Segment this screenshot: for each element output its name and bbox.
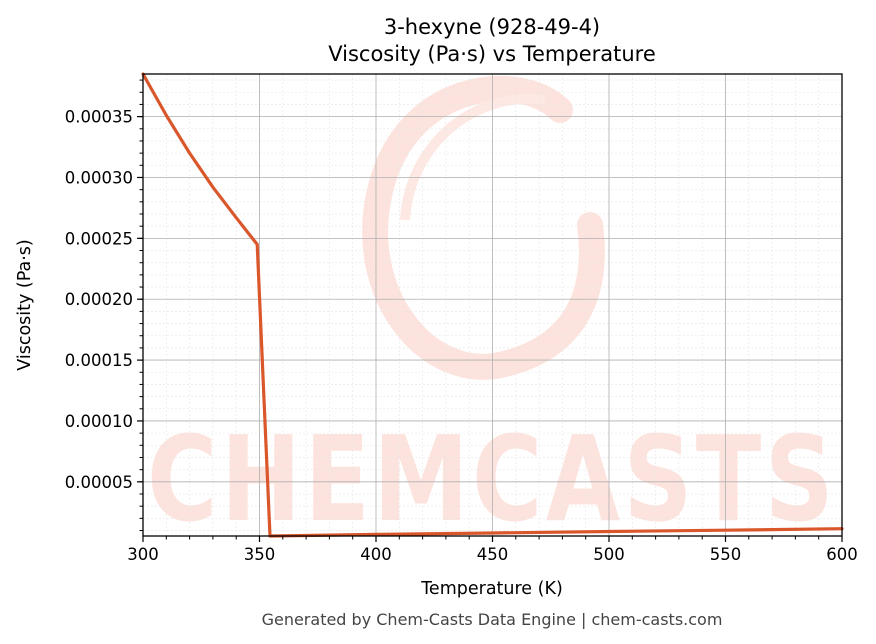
y-tick-label: 0.00030 bbox=[65, 168, 133, 187]
y-tick-label: 0.00015 bbox=[65, 351, 133, 370]
chart-title: 3-hexyne (928-49-4) bbox=[384, 15, 600, 39]
x-axis: 300 350 400 450 500 550 600 bbox=[127, 536, 858, 564]
footer-credit: Generated by Chem-Casts Data Engine | ch… bbox=[262, 610, 723, 629]
x-tick-label: 550 bbox=[710, 545, 742, 564]
y-tick-label: 0.00010 bbox=[65, 412, 133, 431]
x-tick-label: 600 bbox=[826, 545, 858, 564]
x-tick-label: 350 bbox=[244, 545, 276, 564]
watermark-text: CHEMCASTS bbox=[147, 410, 837, 548]
watermark: CHEMCASTS bbox=[147, 75, 837, 548]
y-tick-label: 0.00005 bbox=[65, 473, 133, 492]
watermark-logo-icon bbox=[362, 75, 605, 380]
x-axis-label: Temperature (K) bbox=[420, 579, 563, 599]
x-tick-label: 400 bbox=[360, 545, 392, 564]
x-tick-label: 450 bbox=[477, 545, 509, 564]
chart-subtitle: Viscosity (Pa·s) vs Temperature bbox=[328, 42, 656, 66]
y-tick-label: 0.00025 bbox=[65, 229, 133, 248]
y-axis: 0.00005 0.00010 0.00015 0.00020 0.00025 0.000… bbox=[65, 79, 143, 532]
y-axis-label: Viscosity (Pa·s) bbox=[15, 239, 35, 370]
x-tick-label: 500 bbox=[593, 545, 625, 564]
x-tick-label: 300 bbox=[127, 545, 159, 564]
y-tick-label: 0.00020 bbox=[65, 290, 133, 309]
y-tick-label: 0.00035 bbox=[65, 108, 133, 127]
